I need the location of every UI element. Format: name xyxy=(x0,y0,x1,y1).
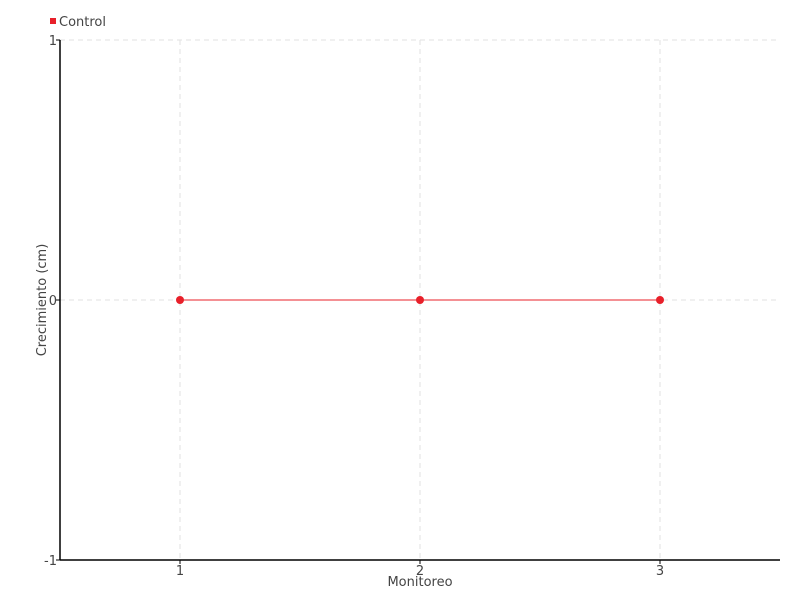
legend-label: Control xyxy=(59,15,106,30)
series xyxy=(176,296,664,304)
x-tick-label: 3 xyxy=(656,564,664,579)
legend-marker xyxy=(50,18,56,24)
data-point xyxy=(416,296,424,304)
x-axis-label: Monitoreo xyxy=(387,575,452,590)
axes xyxy=(56,39,780,564)
x-tick-label: 2 xyxy=(416,564,424,579)
tick-labels: -1 0 1 1 2 3 xyxy=(44,34,664,579)
data-point xyxy=(656,296,664,304)
y-axis-label: Crecimiento (cm) xyxy=(35,244,50,357)
y-tick-label: -1 xyxy=(44,554,57,569)
y-tick-label: 0 xyxy=(49,294,57,309)
data-point xyxy=(176,296,184,304)
legend[interactable]: Control xyxy=(50,15,106,30)
y-tick-label: 1 xyxy=(49,34,57,49)
x-tick-label: 1 xyxy=(176,564,184,579)
